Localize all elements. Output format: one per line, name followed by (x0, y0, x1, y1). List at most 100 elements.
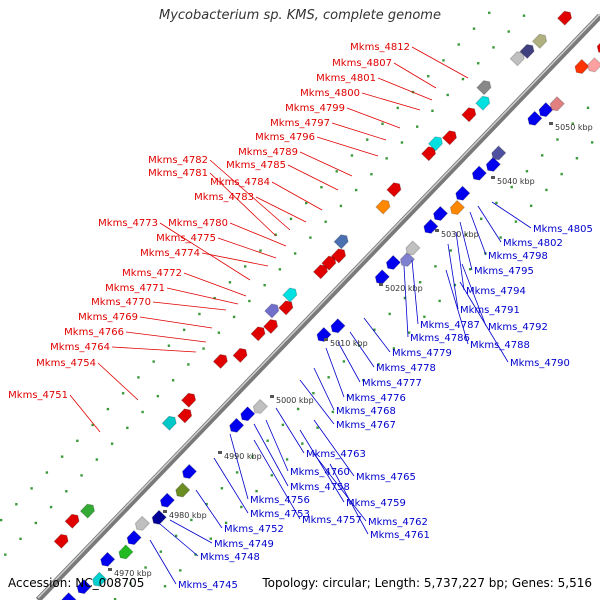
track-dot (350, 154, 354, 157)
forward-gene-label: Mkms_4812 (350, 42, 410, 53)
forward-gene-label: Mkms_4754 (36, 358, 96, 369)
track-dot (370, 173, 373, 176)
track-dot (263, 283, 266, 287)
reverse-gene-label: Mkms_4758 (290, 482, 350, 493)
gene-glyph (596, 38, 600, 54)
leader-line (265, 419, 289, 472)
track-dot (296, 407, 300, 411)
leader-line (139, 316, 213, 329)
track-dot (137, 376, 140, 379)
track-dot (266, 439, 269, 442)
track-dot (251, 455, 254, 458)
forward-gene-label: Mkms_4789 (238, 147, 298, 158)
forward-gene-label: Mkms_4780 (168, 218, 228, 229)
track-dot (34, 521, 38, 525)
leader-line (469, 211, 487, 256)
reverse-gene-label: Mkms_4765 (356, 472, 416, 483)
track-dot (560, 172, 563, 176)
reverse-gene-label: Mkms_4805 (533, 224, 593, 235)
track-dot (407, 331, 411, 334)
gene-glyph (455, 185, 471, 201)
leader-line (331, 122, 387, 141)
track-dot (156, 394, 160, 398)
reverse-gene-label: Mkms_4762 (368, 517, 428, 528)
gene-glyph (79, 503, 96, 519)
forward-gene-label: Mkms_4797 (270, 118, 330, 129)
leader-line (299, 429, 345, 503)
track-dot (556, 138, 559, 141)
track-dot (446, 93, 449, 97)
tick-mark (491, 176, 495, 179)
track-dot (449, 249, 452, 252)
gene-glyph (587, 57, 600, 73)
tick-label: 5020 kbp (385, 284, 423, 293)
leader-line (253, 423, 289, 487)
track-dot (590, 141, 594, 144)
leader-line (491, 201, 532, 229)
track-dot (19, 537, 22, 541)
track-dot (510, 185, 513, 189)
forward-gene-label: Mkms_4807 (332, 58, 392, 69)
leader-line (125, 331, 207, 343)
track-dot (309, 236, 312, 239)
forward-gene-label: Mkms_4796 (255, 132, 315, 143)
reverse-gene-label: Mkms_4767 (336, 420, 396, 431)
gene-glyph (250, 326, 266, 342)
track-dot (163, 585, 167, 588)
track-dot (274, 233, 277, 236)
reverse-gene-label: Mkms_4761 (370, 530, 430, 541)
track-dot (167, 344, 171, 347)
track-dot (575, 157, 579, 160)
gene-glyph (252, 398, 269, 414)
track-dot (179, 569, 182, 572)
gene-glyph (180, 392, 197, 408)
leader-line (229, 433, 249, 500)
backbone-line (35, 13, 600, 600)
gene-glyph (475, 95, 491, 111)
track-dot (442, 59, 445, 62)
reverse-gene-label: Mkms_4748 (200, 552, 260, 563)
accession-text: Accession: NC_008705 (8, 576, 145, 590)
track-dot (342, 360, 346, 363)
reverse-gene-label: Mkms_4756 (250, 495, 310, 506)
reverse-gene-label: Mkms_4779 (392, 348, 452, 359)
gene-glyph (491, 145, 507, 161)
gene-glyph (476, 80, 492, 96)
track-dot (232, 315, 236, 319)
track-dot (190, 518, 193, 522)
track-dot (113, 598, 117, 600)
track-dot (60, 455, 64, 458)
track-dot (270, 474, 274, 477)
forward-gene-label: Mkms_4771 (105, 283, 165, 294)
leader-line (377, 77, 433, 101)
track-dot (316, 426, 319, 429)
gene-glyph (282, 287, 298, 303)
tick-mark (379, 283, 383, 286)
dotted-guide-tracks (0, 11, 594, 600)
gene-glyph (176, 408, 193, 424)
track-dot (438, 299, 441, 303)
gene-glyph (509, 51, 525, 67)
gene-glyph (264, 303, 280, 319)
tick-label: 5050 kbp (555, 123, 593, 132)
reverse-gene-label: Mkms_4787 (420, 320, 480, 331)
gene-glyph (432, 205, 449, 221)
track-dot (281, 423, 285, 427)
leader-line (445, 269, 469, 345)
forward-gene-label: Mkms_4801 (316, 73, 376, 84)
track-dot (278, 268, 282, 271)
track-dot (30, 487, 33, 490)
track-dot (525, 170, 529, 173)
gene-glyph (531, 33, 548, 49)
reverse-gene-label: Mkms_4760 (290, 467, 350, 478)
track-dot (339, 204, 343, 208)
reverse-gene-label: Mkms_4776 (346, 393, 406, 404)
track-dot (362, 378, 365, 382)
gene-glyph (549, 96, 565, 112)
leader-line (313, 419, 355, 477)
track-dot (346, 394, 350, 398)
gene-glyph (76, 578, 92, 595)
gene-glyph (461, 107, 477, 123)
track-dot (507, 30, 510, 33)
